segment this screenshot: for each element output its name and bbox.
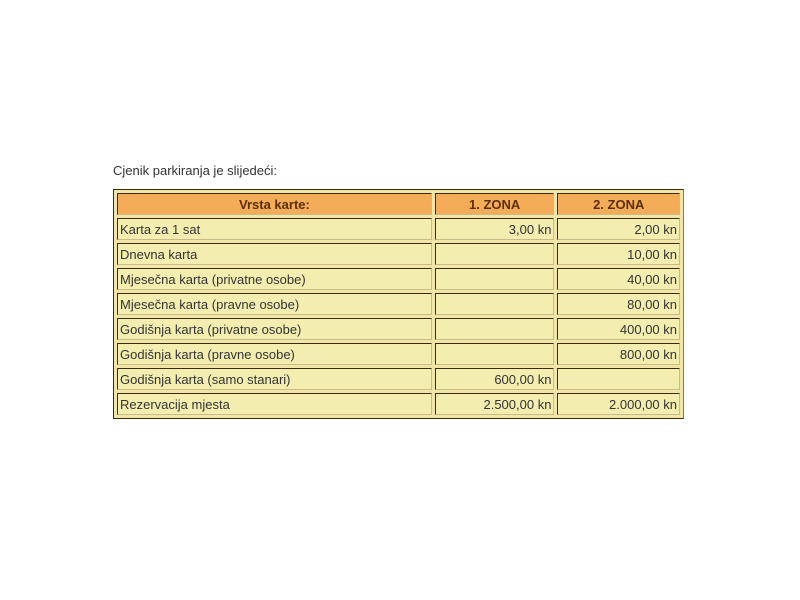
zone-1-price-cell: 600,00 kn bbox=[434, 368, 555, 390]
table-row: Dnevna karta 10,00 kn bbox=[117, 243, 680, 265]
ticket-type-cell: Mjesečna karta (pravne osobe) bbox=[117, 293, 432, 315]
header-ticket-type: Vrsta karte: bbox=[117, 193, 432, 215]
zone-1-price-cell bbox=[434, 343, 555, 365]
zone-2-price-cell: 2.000,00 kn bbox=[557, 393, 680, 415]
price-table: Vrsta karte: 1. ZONA 2. ZONA Karta za 1 … bbox=[113, 189, 684, 419]
header-row: Vrsta karte: 1. ZONA 2. ZONA bbox=[117, 193, 680, 215]
ticket-type-cell: Godišnja karta (privatne osobe) bbox=[117, 318, 432, 340]
ticket-type-cell: Karta za 1 sat bbox=[117, 218, 432, 240]
zone-2-price-cell: 2,00 kn bbox=[557, 218, 680, 240]
zone-1-price-cell: 3,00 kn bbox=[434, 218, 555, 240]
table-row: Godišnja karta (privatne osobe) 400,00 kn bbox=[117, 318, 680, 340]
table-row: Karta za 1 sat 3,00 kn 2,00 kn bbox=[117, 218, 680, 240]
header-zone-1: 1. ZONA bbox=[434, 193, 555, 215]
zone-2-price-cell: 10,00 kn bbox=[557, 243, 680, 265]
zone-2-price-cell: 400,00 kn bbox=[557, 318, 680, 340]
ticket-type-cell: Godišnja karta (samo stanari) bbox=[117, 368, 432, 390]
zone-2-price-cell: 800,00 kn bbox=[557, 343, 680, 365]
zone-1-price-cell bbox=[434, 318, 555, 340]
ticket-type-cell: Godišnja karta (pravne osobe) bbox=[117, 343, 432, 365]
zone-2-price-cell bbox=[557, 368, 680, 390]
zone-2-price-cell: 80,00 kn bbox=[557, 293, 680, 315]
zone-1-price-cell: 2.500,00 kn bbox=[434, 393, 555, 415]
ticket-type-cell: Mjesečna karta (privatne osobe) bbox=[117, 268, 432, 290]
zone-1-price-cell bbox=[434, 243, 555, 265]
intro-text: Cjenik parkiranja je slijedeći: bbox=[113, 163, 278, 178]
zone-2-price-cell: 40,00 kn bbox=[557, 268, 680, 290]
zone-1-price-cell bbox=[434, 293, 555, 315]
table-row: Rezervacija mjesta 2.500,00 kn 2.000,00 kn bbox=[117, 393, 680, 415]
ticket-type-cell: Dnevna karta bbox=[117, 243, 432, 265]
table-row: Mjesečna karta (pravne osobe) 80,00 kn bbox=[117, 293, 680, 315]
zone-1-price-cell bbox=[434, 268, 555, 290]
header-zone-2: 2. ZONA bbox=[557, 193, 680, 215]
ticket-type-cell: Rezervacija mjesta bbox=[117, 393, 432, 415]
table-row: Godišnja karta (samo stanari) 600,00 kn bbox=[117, 368, 680, 390]
table-row: Godišnja karta (pravne osobe) 800,00 kn bbox=[117, 343, 680, 365]
table-row: Mjesečna karta (privatne osobe) 40,00 kn bbox=[117, 268, 680, 290]
